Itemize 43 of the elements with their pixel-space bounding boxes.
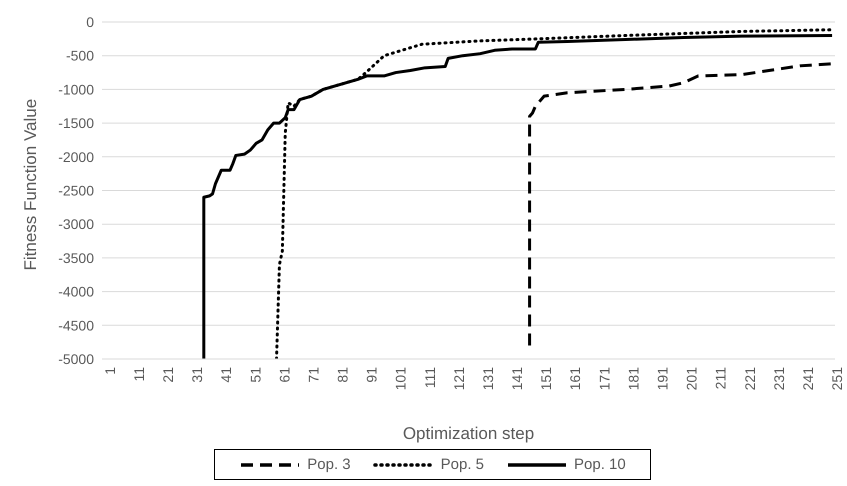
x-tick-label: 171	[596, 366, 612, 390]
x-tick-label: 151	[538, 366, 554, 390]
x-tick-label: 61	[276, 366, 292, 383]
x-tick-label: 51	[247, 366, 264, 383]
x-tick-label: 111	[422, 366, 438, 388]
legend-label: Pop. 5	[440, 456, 484, 473]
x-axis-title: Optimization step	[402, 424, 534, 443]
y-tick-label: -4000	[58, 284, 94, 300]
x-tick-label: 21	[160, 366, 176, 383]
legend-label: Pop. 3	[307, 456, 351, 473]
x-tick-label: 191	[654, 366, 671, 390]
x-tick-label: 41	[218, 366, 234, 383]
x-tick-label: 181	[625, 366, 642, 390]
x-tick-label: 1	[102, 366, 118, 375]
y-tick-label: -4500	[58, 317, 94, 334]
x-tick-label: 101	[392, 366, 409, 390]
y-tick-label: 0	[86, 14, 94, 30]
x-tick-label: 11	[130, 366, 147, 382]
x-tick-label: 201	[684, 366, 700, 390]
x-tick-label: 31	[189, 366, 206, 383]
x-tick-label: 91	[364, 366, 380, 383]
y-tick-label: -5000	[58, 350, 94, 367]
x-tick-label: 71	[305, 366, 322, 383]
y-tick-label: -1000	[58, 81, 94, 98]
x-tick-label: 81	[334, 366, 351, 383]
x-tick-label: 231	[770, 366, 787, 390]
legend-label: Pop. 10	[574, 456, 626, 473]
y-tick-label: -3500	[58, 250, 94, 266]
x-tick-label: 131	[480, 366, 496, 390]
x-tick-label: 211	[712, 366, 729, 390]
line-series	[528, 62, 834, 348]
y-tick-label: -3000	[58, 216, 94, 232]
x-tick-label: 241	[800, 366, 816, 390]
y-tick-label: -2000	[58, 148, 94, 165]
y-axis-title: Fitness Function Value	[21, 98, 40, 270]
y-tick-label: -2500	[58, 182, 94, 198]
x-tick-label: 251	[829, 366, 846, 390]
x-tick-label: 221	[742, 366, 758, 390]
x-tick-label: 161	[567, 366, 584, 390]
x-tick-label: 141	[509, 366, 526, 390]
y-tick-label: -1500	[58, 115, 94, 132]
y-tick-label: -500	[66, 48, 94, 64]
x-tick-label: 121	[450, 366, 467, 390]
